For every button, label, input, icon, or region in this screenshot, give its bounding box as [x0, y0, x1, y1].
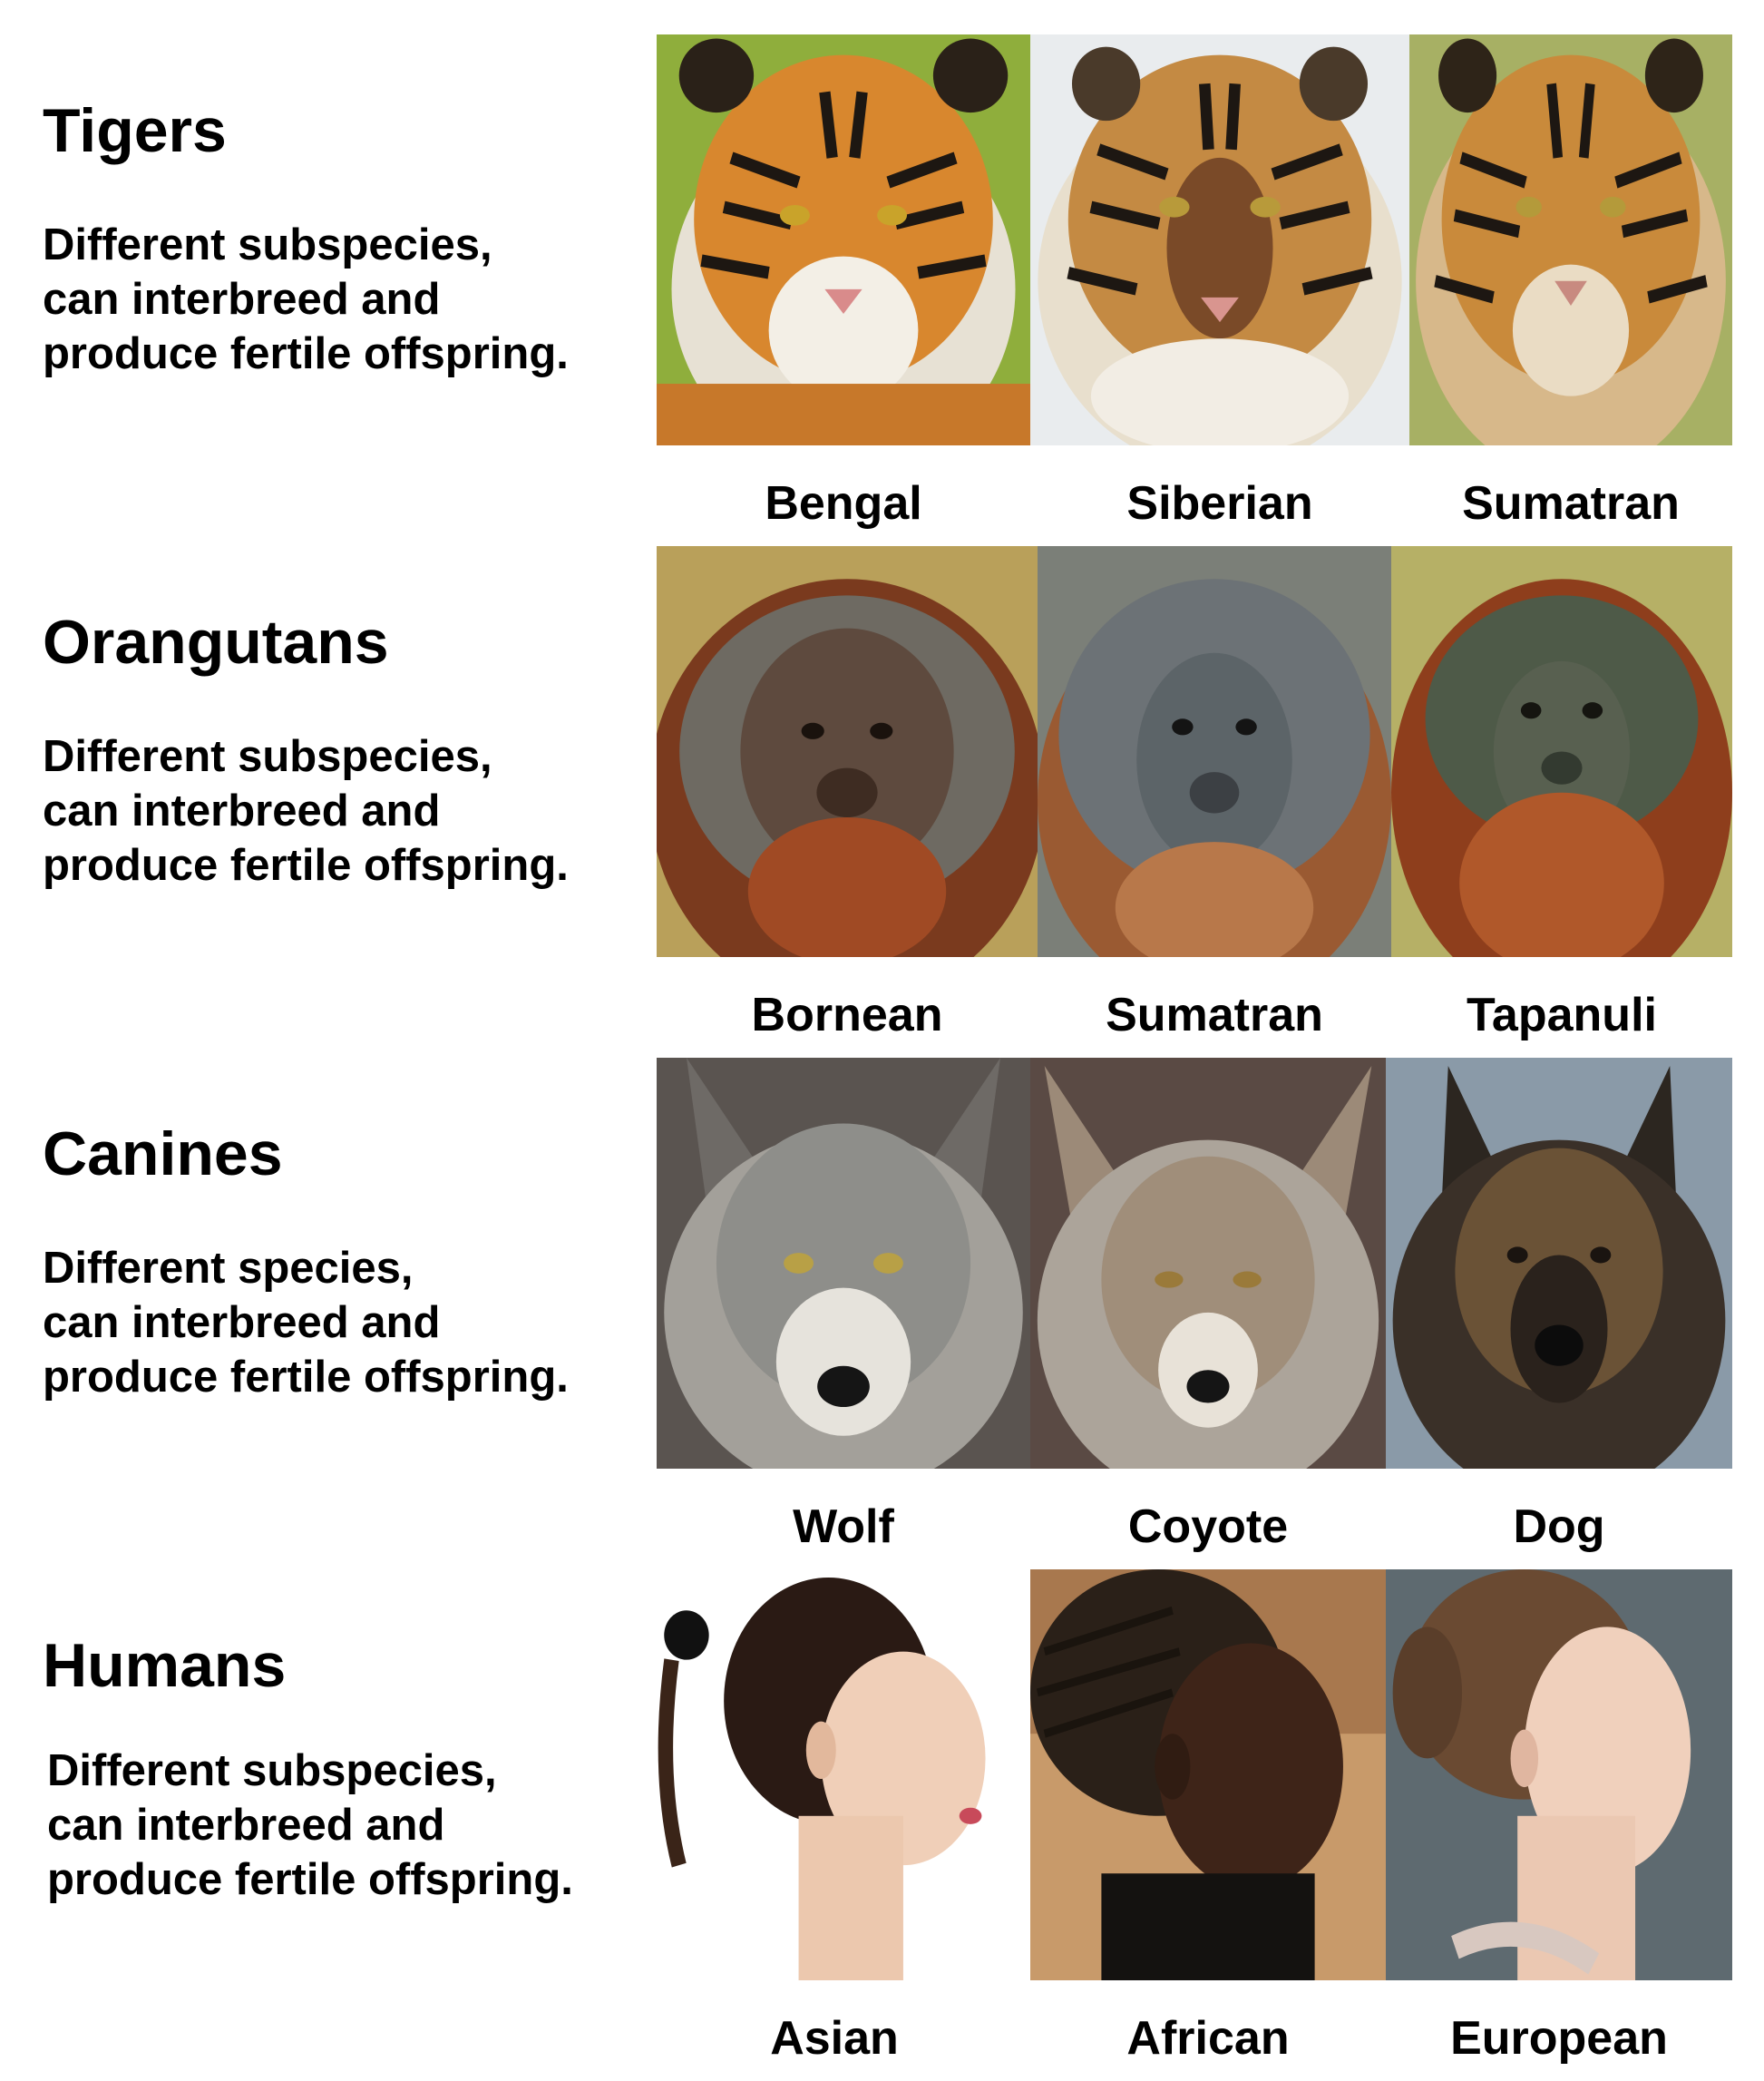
wolf-caption: Wolf	[793, 1500, 894, 1553]
humans-row: Humans Different subspecies, can interbr…	[0, 1569, 1764, 2081]
canines-heading: Canines	[43, 1119, 283, 1188]
tigers-description: Different subspecies, can interbreed and…	[43, 220, 569, 378]
african-woman-photo	[1030, 1569, 1386, 1980]
coyote-photo	[1030, 1058, 1386, 1469]
orangutans-row: Orangutans Different subspecies, can int…	[0, 546, 1764, 1058]
european-woman-photo	[1386, 1569, 1732, 1980]
bornean-orangutan-photo	[657, 546, 1038, 957]
tigers-heading: Tigers	[43, 96, 227, 165]
coyote-caption: Coyote	[1127, 1500, 1289, 1553]
dog-photo	[1386, 1058, 1732, 1469]
asian-caption: Asian	[770, 2012, 899, 2065]
siberian-caption: Siberian	[1126, 477, 1313, 530]
orangutans-description: Different subspecies, can interbreed and…	[43, 732, 569, 890]
asian-woman-photo	[657, 1569, 1030, 1980]
european-caption: European	[1450, 2012, 1668, 2065]
sumatran-orangutan-caption: Sumatran	[1106, 989, 1323, 1041]
siberian-tiger-photo	[1030, 34, 1409, 445]
bengal-tiger-photo	[657, 34, 1030, 445]
dog-caption: Dog	[1513, 1500, 1605, 1553]
bornean-caption: Bornean	[751, 989, 943, 1041]
african-caption: African	[1126, 2012, 1290, 2065]
humans-heading: Humans	[43, 1631, 287, 1700]
sumatran-orangutan-photo	[1038, 546, 1391, 957]
orangutans-heading: Orangutans	[43, 608, 389, 677]
tapanuli-caption: Tapanuli	[1467, 989, 1657, 1041]
tapanuli-orangutan-photo	[1391, 546, 1732, 957]
canines-description: Different species, can interbreed and pr…	[43, 1244, 569, 1402]
wolf-photo	[657, 1058, 1030, 1469]
sumatran-tiger-photo	[1409, 34, 1732, 445]
sumatran-tiger-caption: Sumatran	[1462, 477, 1680, 530]
tigers-row: Tigers Different subspecies, can interbr…	[0, 34, 1764, 546]
bengal-caption: Bengal	[765, 477, 922, 530]
canines-row: Canines Different species, can interbree…	[0, 1058, 1764, 1569]
humans-description: Different subspecies, can interbreed and…	[47, 1746, 573, 1904]
